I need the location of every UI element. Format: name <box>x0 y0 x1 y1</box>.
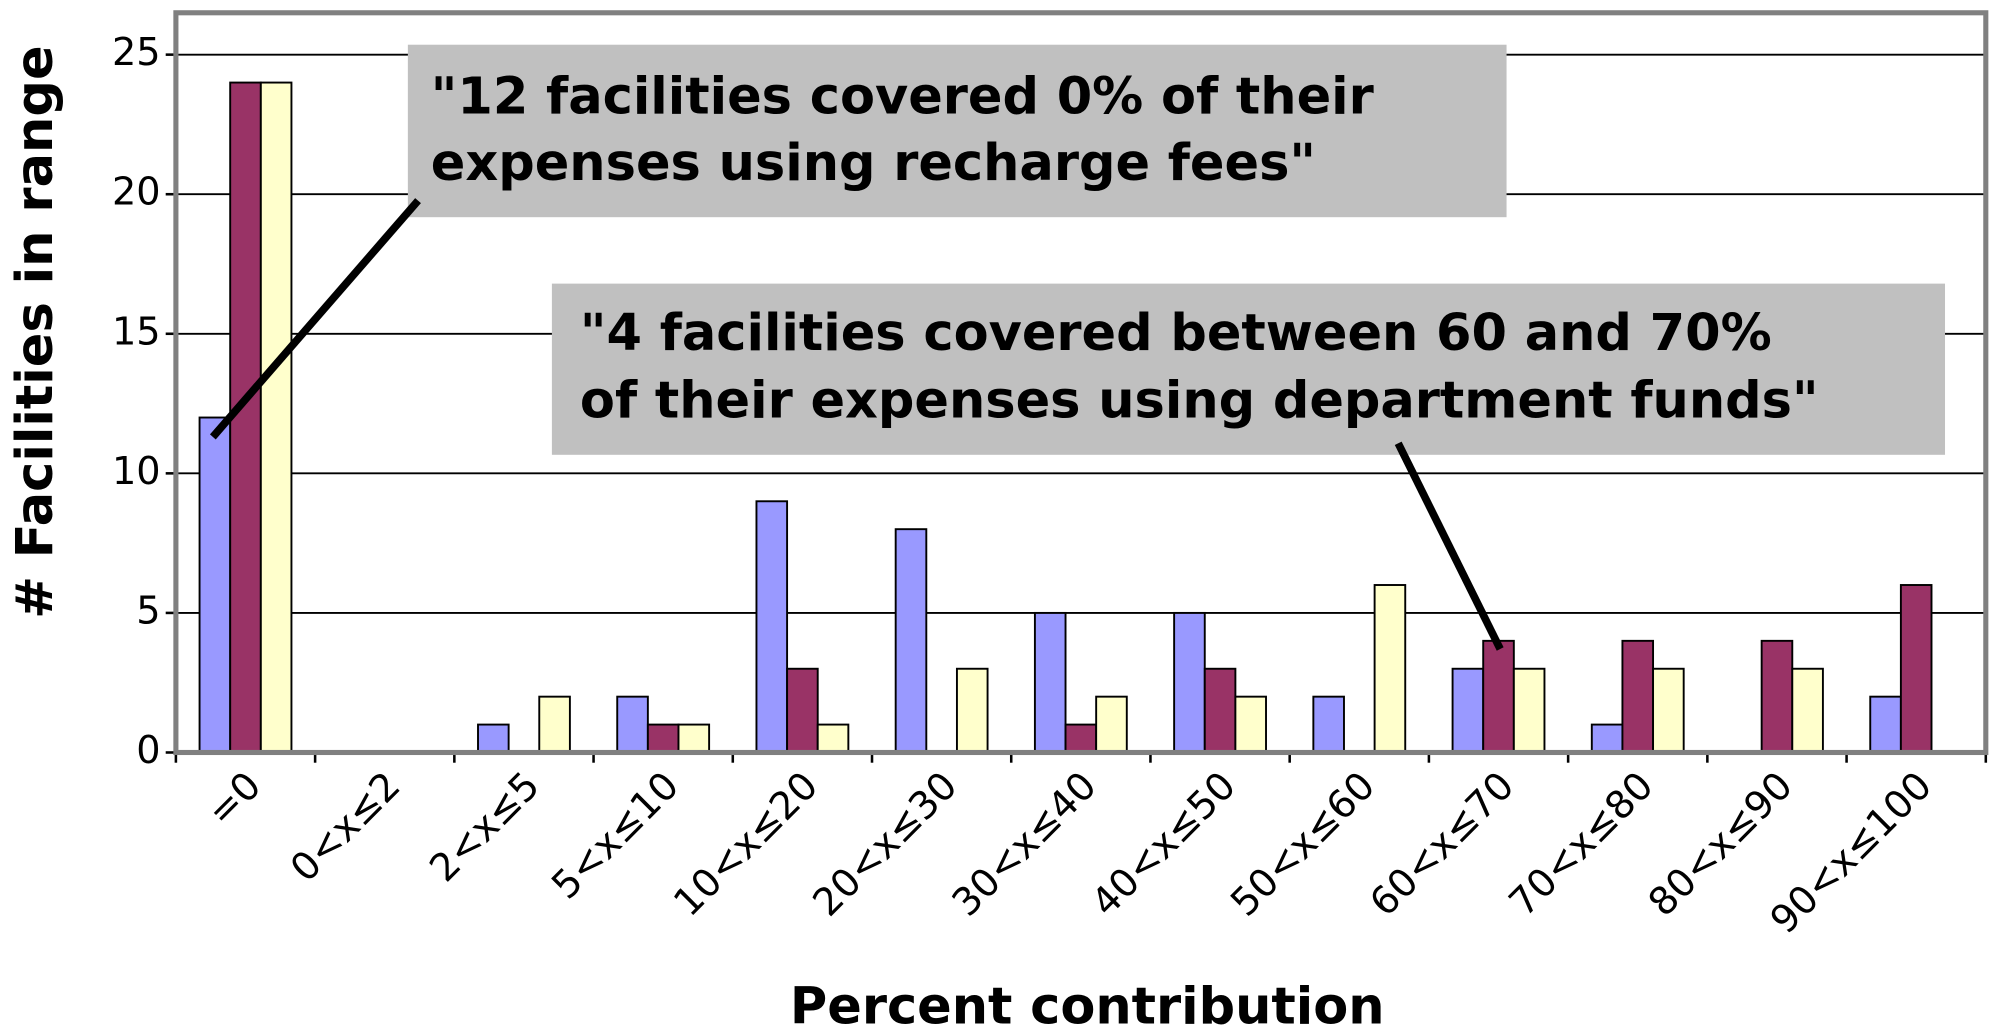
bar <box>538 695 571 754</box>
bar <box>955 667 989 754</box>
bar <box>894 528 928 754</box>
x-tick-label: 0<x≤2 <box>282 763 409 891</box>
x-tick-label: 5<x≤10 <box>543 763 688 908</box>
x-tick-label: 30<x≤40 <box>944 763 1106 925</box>
x-tick-label: 70<x≤80 <box>1501 763 1663 925</box>
x-tick-label: 50<x≤60 <box>1222 763 1384 925</box>
bar <box>1451 667 1485 754</box>
annotation-box <box>551 283 1946 455</box>
bar <box>1899 584 1933 754</box>
y-tick-label: 10 <box>112 449 161 494</box>
y-tick-label: 0 <box>136 728 160 773</box>
x-tick-label: 2<x≤5 <box>421 763 548 891</box>
bar <box>1173 611 1206 754</box>
bar <box>646 723 680 754</box>
bar <box>1482 639 1515 754</box>
y-tick-label: 20 <box>112 170 161 215</box>
x-axis-title: Percent contribution <box>790 977 1385 1031</box>
x-tick-label: 20<x≤30 <box>804 763 966 925</box>
y-tick-label: 25 <box>112 30 161 75</box>
bar <box>1760 639 1794 754</box>
bar <box>1234 695 1267 754</box>
annotation-box <box>407 44 1507 218</box>
bar <box>1512 667 1546 754</box>
bar <box>1312 695 1345 754</box>
annotation-pointer <box>209 198 421 440</box>
y-tick-label: 5 <box>136 588 160 633</box>
y-tick-label: 15 <box>112 309 161 354</box>
bar <box>1869 695 1902 754</box>
bar <box>477 723 510 754</box>
bar <box>1652 667 1685 754</box>
x-tick-label: 40<x≤50 <box>1083 763 1245 925</box>
x-tick-label: 60<x≤70 <box>1361 763 1523 925</box>
bar <box>677 723 711 754</box>
bar <box>259 81 293 754</box>
bar <box>1590 723 1624 754</box>
bar <box>1203 667 1237 754</box>
bar <box>1621 639 1655 754</box>
x-tick-label: =0 <box>199 763 271 835</box>
bar <box>786 667 819 754</box>
bar <box>1064 723 1098 754</box>
bar <box>198 416 232 754</box>
bars <box>198 81 1933 754</box>
bar <box>1373 584 1407 754</box>
bar <box>616 695 649 754</box>
annotation-text: expenses using recharge fees" <box>431 134 1316 193</box>
bar <box>755 500 789 754</box>
bar <box>1095 695 1128 754</box>
bar <box>816 723 850 754</box>
annotation-text: "12 facilities covered 0% of their <box>431 68 1375 127</box>
y-axis-title: # Facilities in range <box>6 45 65 619</box>
x-tick-label: 10<x≤20 <box>665 763 827 925</box>
annotation-text: "4 facilities covered between 60 and 70% <box>580 304 1772 363</box>
annotation-pointer <box>1394 441 1504 651</box>
bar <box>1791 667 1824 754</box>
bar <box>229 81 262 754</box>
annotation-text: of their expenses using department funds… <box>580 372 1819 431</box>
plot-border <box>173 10 1989 756</box>
bar <box>1033 611 1067 754</box>
